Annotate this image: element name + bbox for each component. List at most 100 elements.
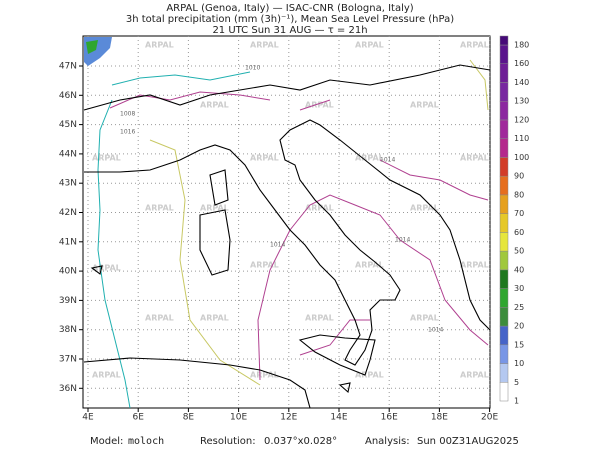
watermark: ARPAL bbox=[355, 371, 384, 380]
isobar-labels: 1010 1008 1016 1014 1014 1014 1014 bbox=[120, 65, 443, 334]
precip-area bbox=[86, 40, 98, 54]
colorbar-cell bbox=[499, 307, 509, 327]
colorbar: 1510152025304050607080901001101201301401… bbox=[499, 35, 529, 406]
isobar-label: 1014 bbox=[270, 242, 285, 249]
y-tick-label: 40N bbox=[59, 267, 77, 277]
colorbar-label: 10 bbox=[514, 359, 524, 368]
colorbar-label: 120 bbox=[514, 115, 529, 124]
watermark: ARPAL bbox=[145, 204, 174, 213]
x-tick-label: 14E bbox=[330, 413, 347, 423]
map-frame bbox=[82, 35, 491, 409]
isobar-label: 1008 bbox=[120, 111, 135, 118]
colorbar-label: 60 bbox=[514, 228, 524, 237]
isobar-label: 1016 bbox=[120, 129, 135, 136]
title-line: 3h total precipitation (mm (3h)⁻¹), Mean… bbox=[126, 14, 454, 25]
colorbar-cell bbox=[499, 194, 509, 214]
colorbar-label: 15 bbox=[514, 340, 524, 349]
y-tick-label: 47N bbox=[59, 62, 77, 72]
colorbar-cell bbox=[499, 175, 509, 196]
colorbar-cell bbox=[499, 382, 509, 402]
y-tick-label: 39N bbox=[59, 296, 77, 306]
footer-value: 0.037°x0.028° bbox=[264, 436, 337, 447]
isobars bbox=[97, 59, 489, 409]
colorbar-cell bbox=[499, 344, 509, 364]
footer-label: Resolution: bbox=[200, 436, 256, 447]
watermark: ARPAL bbox=[305, 204, 334, 213]
footer-label: Model: bbox=[90, 436, 123, 447]
x-tick-label: 20E bbox=[481, 413, 498, 423]
watermark: ARPAL bbox=[250, 371, 279, 380]
colorbar-cell bbox=[499, 363, 509, 383]
colorbar-cell bbox=[499, 119, 509, 139]
colorbar-label: 140 bbox=[514, 78, 529, 87]
colorbar-label: 5 bbox=[514, 378, 519, 387]
colorbar-label: 110 bbox=[514, 134, 529, 143]
colorbar-cell bbox=[499, 100, 509, 121]
watermark: ARPAL bbox=[250, 154, 279, 163]
watermark: ARPAL bbox=[145, 41, 174, 50]
watermark: ARPAL bbox=[92, 264, 121, 273]
colorbar-cell bbox=[499, 82, 509, 102]
watermark: ARPAL bbox=[460, 41, 489, 50]
watermark: ARPAL bbox=[460, 371, 489, 380]
colorbar-cell bbox=[499, 44, 509, 64]
colorbar-cell bbox=[499, 213, 509, 233]
y-tick-label: 38N bbox=[59, 325, 77, 335]
colorbar-label: 70 bbox=[514, 209, 524, 218]
y-tick-label: 46N bbox=[59, 91, 77, 101]
colorbar-cell bbox=[499, 250, 509, 271]
colorbar-label: 80 bbox=[514, 190, 524, 199]
watermark: ARPAL bbox=[200, 101, 229, 110]
watermark: ARPAL bbox=[460, 261, 489, 270]
x-tick-label: 12E bbox=[280, 413, 297, 423]
colorbar-label: 130 bbox=[514, 97, 529, 106]
title-line: ARPAL (Genoa, Italy) — ISAC-CNR (Bologna… bbox=[166, 3, 413, 14]
watermarks: ARPAL ARPAL ARPAL ARPAL ARPAL ARPAL ARPAL ARPAL… bbox=[92, 41, 489, 380]
y-tick-label: 45N bbox=[59, 120, 77, 130]
isobar-label: 1014 bbox=[380, 157, 395, 164]
footer-value: moloch bbox=[128, 436, 164, 447]
watermark: ARPAL bbox=[200, 204, 229, 213]
watermark: ARPAL bbox=[145, 314, 174, 323]
watermark: ARPAL bbox=[200, 314, 229, 323]
watermark: ARPAL bbox=[92, 371, 121, 380]
footer-value: Sun 00Z31AUG2025 bbox=[417, 436, 519, 447]
x-tick-label: 4E bbox=[82, 413, 94, 423]
watermark: ARPAL bbox=[410, 314, 439, 323]
coastlines bbox=[83, 64, 491, 409]
colorbar-label: 160 bbox=[514, 59, 529, 68]
y-tick-label: 36N bbox=[59, 384, 77, 394]
y-tick-label: 41N bbox=[59, 237, 77, 247]
watermark: ARPAL bbox=[410, 204, 439, 213]
x-tick-label: 6E bbox=[132, 413, 144, 423]
watermark: ARPAL bbox=[355, 261, 384, 270]
y-tick-label: 44N bbox=[59, 149, 77, 159]
colorbar-cell bbox=[499, 269, 509, 289]
isobar-label: 1010 bbox=[245, 65, 260, 72]
colorbar-cell bbox=[499, 35, 509, 46]
watermark: ARPAL bbox=[305, 314, 334, 323]
watermark: ARPAL bbox=[250, 261, 279, 270]
y-tick-label: 37N bbox=[59, 355, 77, 365]
x-tick-label: 10E bbox=[230, 413, 247, 423]
watermark: ARPAL bbox=[305, 101, 334, 110]
colorbar-cell bbox=[499, 325, 509, 346]
watermark: ARPAL bbox=[250, 41, 279, 50]
footer-label: Analysis: bbox=[365, 436, 410, 447]
y-tick-label: 43N bbox=[59, 179, 77, 189]
watermark: ARPAL bbox=[410, 101, 439, 110]
colorbar-cell bbox=[499, 232, 509, 252]
colorbar-cell bbox=[499, 63, 509, 83]
colorbar-label: 40 bbox=[514, 265, 524, 274]
watermark: ARPAL bbox=[460, 154, 489, 163]
watermark: ARPAL bbox=[355, 154, 384, 163]
colorbar-label: 90 bbox=[514, 172, 524, 181]
watermark: ARPAL bbox=[355, 41, 384, 50]
isobar-label: 1014 bbox=[428, 327, 443, 334]
colorbar-label: 50 bbox=[514, 247, 524, 256]
x-tick-label: 16E bbox=[381, 413, 398, 423]
y-tick-label: 42N bbox=[59, 208, 77, 218]
colorbar-cell bbox=[499, 157, 509, 177]
colorbar-label: 30 bbox=[514, 284, 524, 293]
